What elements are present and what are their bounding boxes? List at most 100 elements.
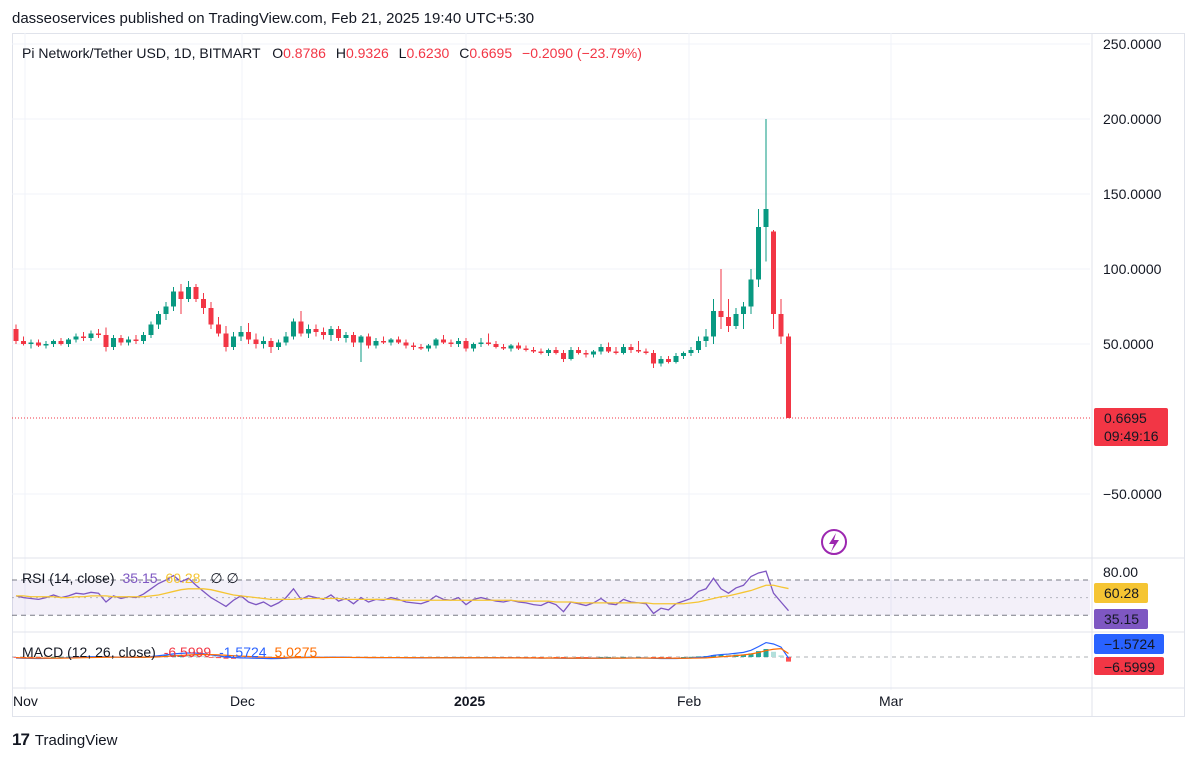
candle-body bbox=[591, 351, 596, 355]
candle-body bbox=[538, 351, 544, 353]
macd-hist-bar bbox=[748, 653, 754, 657]
candle-body bbox=[13, 329, 19, 341]
candle-body bbox=[493, 344, 499, 347]
candle-body bbox=[141, 335, 146, 341]
price-tick-label: −50.0000 bbox=[1103, 486, 1162, 502]
macd-name: MACD (12, 26, close) bbox=[22, 644, 156, 660]
rsi-name: RSI (14, close) bbox=[22, 570, 115, 586]
macd-hist-bar bbox=[658, 657, 664, 658]
candle-body bbox=[696, 341, 701, 350]
candle-body bbox=[463, 341, 469, 349]
candle-body bbox=[21, 341, 26, 344]
rsi-ma-value: 60.28 bbox=[165, 570, 201, 586]
macd-hist-bar bbox=[186, 654, 191, 657]
macd-legend[interactable]: MACD (12, 26, close) -6.5999 -1.5724 5.0… bbox=[22, 644, 317, 660]
candle-body bbox=[471, 344, 476, 349]
candle-body bbox=[328, 329, 334, 335]
candle-body bbox=[666, 359, 671, 362]
macd-hist-bar bbox=[643, 656, 649, 658]
macd-badge-text: −1.5724 bbox=[1104, 636, 1155, 652]
candle-body bbox=[223, 333, 229, 347]
candle-body bbox=[238, 332, 244, 337]
macd-hist-bar bbox=[688, 656, 694, 658]
price-axis: 250.0000 200.0000 150.0000 100.0000 50.0000 −… bbox=[821, 36, 1162, 555]
time-tick-label: Dec bbox=[230, 693, 255, 709]
rsi-legend[interactable]: RSI (14, close) 35.15 60.28 ∅ ∅ bbox=[22, 570, 239, 587]
candle-body bbox=[726, 317, 731, 326]
candle-body bbox=[268, 341, 274, 347]
rsi-extra: ∅ ∅ bbox=[210, 570, 239, 586]
price-tick-label: 150.0000 bbox=[1103, 186, 1162, 202]
macd-signal-line bbox=[15, 648, 789, 659]
rsi-band bbox=[12, 580, 1090, 616]
candle-body bbox=[681, 353, 686, 356]
candle-body bbox=[103, 335, 109, 347]
candle-body bbox=[606, 347, 611, 352]
open-label: O bbox=[272, 45, 284, 61]
macd-hist-bar bbox=[771, 651, 776, 657]
macd-hist-bar bbox=[613, 657, 619, 658]
macd-hist-bar bbox=[561, 657, 566, 658]
candle-body bbox=[763, 209, 769, 227]
candle-body bbox=[486, 342, 491, 344]
macd-hist-bar bbox=[208, 657, 214, 658]
price-tick-label: 50.0000 bbox=[1103, 336, 1154, 352]
rsi-badge bbox=[1094, 609, 1148, 629]
candle-body bbox=[546, 350, 551, 353]
axis-badges: 0.6695 09:49:16 80.00 60.28 35.15 −1.5724 −6.5… bbox=[1094, 408, 1168, 675]
candle-body bbox=[163, 306, 169, 314]
candle-body bbox=[66, 339, 71, 344]
candle-body bbox=[208, 308, 214, 325]
candle-body bbox=[298, 321, 304, 334]
candle-body bbox=[283, 336, 289, 343]
last-price-badge-text: 09:49:16 bbox=[1104, 428, 1159, 444]
candle-body bbox=[651, 353, 656, 364]
lightning-icon bbox=[821, 529, 847, 555]
candle-body bbox=[516, 345, 521, 349]
low-value: 0.6230 bbox=[406, 45, 450, 61]
candle-body bbox=[358, 336, 364, 343]
candle-body bbox=[643, 351, 649, 353]
candle-body bbox=[508, 345, 514, 349]
candle-body bbox=[126, 339, 131, 343]
rsi-ma-badge bbox=[1094, 583, 1148, 603]
candle-body bbox=[718, 311, 724, 317]
candle-body bbox=[88, 333, 94, 338]
macd-hist-badge-text: −6.5999 bbox=[1104, 659, 1155, 675]
symbol-title: Pi Network/Tether USD, 1D, BITMART bbox=[22, 45, 261, 61]
candle-body bbox=[598, 347, 604, 352]
candle-body bbox=[118, 338, 124, 343]
candle-body bbox=[261, 341, 266, 344]
rsi-level-label: 80.00 bbox=[1103, 564, 1138, 580]
candle-body bbox=[433, 339, 439, 346]
macd-hist-badge bbox=[1094, 657, 1164, 675]
candle-body bbox=[43, 344, 49, 346]
candle-body bbox=[418, 347, 424, 349]
candle-body bbox=[246, 332, 251, 340]
candle-body bbox=[673, 356, 679, 362]
candle-body bbox=[403, 342, 409, 346]
candle-body bbox=[456, 341, 461, 344]
candle-body bbox=[201, 299, 206, 308]
candle-body bbox=[621, 347, 626, 353]
candle-body bbox=[216, 324, 221, 334]
ohlc-legend: Pi Network/Tether USD, 1D, BITMART O0.87… bbox=[22, 45, 642, 61]
macd-hist-bar bbox=[628, 656, 634, 658]
candle-body bbox=[501, 347, 506, 349]
candle-body bbox=[388, 339, 394, 343]
macd-value: -1.5724 bbox=[219, 644, 267, 660]
macd-hist-bar bbox=[673, 657, 679, 658]
candle-body bbox=[441, 339, 446, 343]
candle-body bbox=[478, 342, 484, 344]
candle-body bbox=[778, 314, 784, 337]
candle-body bbox=[613, 351, 619, 353]
publisher-line: dasseoservices published on TradingView.… bbox=[12, 10, 535, 27]
candle-body bbox=[373, 341, 379, 346]
time-axis: Nov Dec 2025 Feb Mar bbox=[13, 693, 903, 709]
macd-hist-bar bbox=[786, 657, 791, 662]
footer[interactable]: 17 TradingView bbox=[12, 730, 117, 750]
macd-hist-bar bbox=[756, 651, 761, 657]
macd-hist-bar bbox=[696, 656, 701, 658]
candle-body bbox=[396, 339, 401, 343]
